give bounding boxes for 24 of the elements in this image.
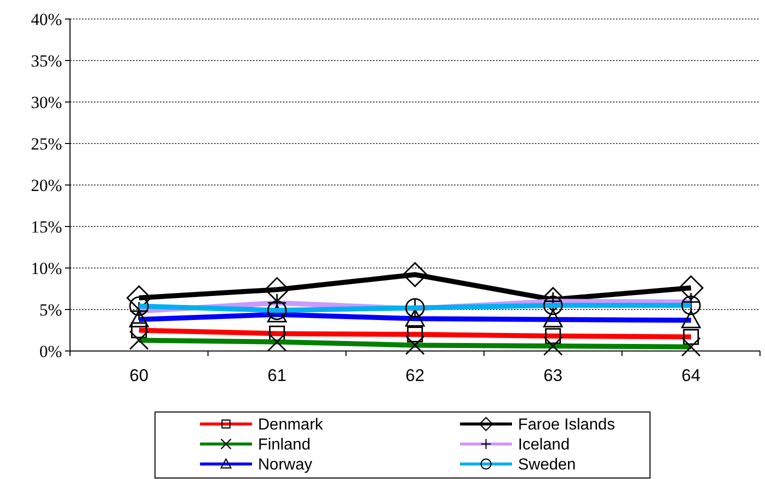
- legend-label: Norway: [258, 456, 312, 474]
- y-tick-label: 10%: [30, 258, 62, 278]
- y-tick-label: 25%: [30, 134, 62, 154]
- legend-label: Denmark: [258, 416, 324, 434]
- legend-label: Finland: [258, 436, 310, 454]
- point: [402, 262, 428, 288]
- point: [678, 275, 704, 300]
- x-tick-label: 61: [268, 366, 286, 385]
- point: [126, 285, 152, 310]
- y-tick-label: 5%: [39, 300, 62, 320]
- point: [264, 277, 290, 302]
- y-tick-label: 35%: [30, 51, 62, 70]
- x-tick-label: 60: [130, 366, 148, 385]
- y-tick-label: 20%: [30, 176, 62, 195]
- x-tick-label: 63: [544, 366, 562, 385]
- y-tick-label: 15%: [30, 217, 62, 236]
- legend-label: Faroe Islands: [518, 416, 615, 434]
- legend-label: Sweden: [518, 456, 576, 474]
- y-tick-label: 0%: [39, 342, 62, 361]
- x-tick-label: 64: [682, 366, 700, 385]
- x-tick-label: 62: [406, 366, 424, 385]
- y-tick-label: 40%: [30, 10, 62, 29]
- y-tick-label: 30%: [30, 92, 62, 112]
- legend-label: Iceland: [518, 436, 570, 454]
